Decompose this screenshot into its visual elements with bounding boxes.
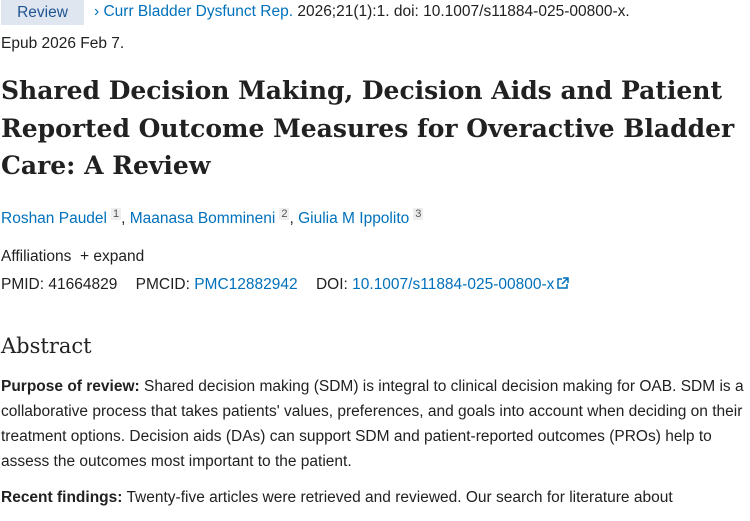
epub-date: Epub 2026 Feb 7. bbox=[1, 35, 125, 52]
author-link[interactable]: Giulia M Ippolito bbox=[298, 210, 410, 227]
abstract-heading: Abstract bbox=[1, 334, 92, 358]
affiliation-ref[interactable]: 2 bbox=[279, 208, 290, 220]
pmid-value: 41664829 bbox=[48, 276, 118, 293]
author-link[interactable]: Roshan Paudel bbox=[1, 210, 107, 227]
citation-details: 2026;21(1):1. doi: 10.1007/s11884-025-00… bbox=[297, 3, 630, 20]
doi-label: DOI: bbox=[315, 276, 348, 293]
abstract-findings: Recent findings: Twenty-five articles we… bbox=[1, 485, 746, 510]
citation: › Curr Bladder Dysfunct Rep. 2026;21(1):… bbox=[94, 3, 630, 21]
purpose-text: Shared decision making (SDM) is integral… bbox=[1, 378, 744, 470]
article-title: Shared Decision Making, Decision Aids an… bbox=[1, 76, 735, 180]
pmcid-link[interactable]: PMC12882942 bbox=[194, 276, 298, 293]
article-type-badge: Review bbox=[1, 0, 84, 25]
journal-name: Curr Bladder Dysfunct Rep. bbox=[103, 3, 294, 20]
affiliation-ref[interactable]: 3 bbox=[413, 208, 424, 220]
expand-affiliations-button[interactable]: + expand bbox=[80, 248, 145, 265]
pmcid-label: PMCID: bbox=[135, 276, 190, 293]
purpose-label: Purpose of review: bbox=[1, 378, 140, 395]
findings-text: Twenty-five articles were retrieved and … bbox=[122, 489, 673, 506]
chevron-right-icon: › bbox=[94, 3, 100, 20]
author-list: Roshan Paudel 1, Maanasa Bommineni 2, Giul… bbox=[1, 208, 424, 227]
doi-link[interactable]: 10.1007/s11884-025-00800-x bbox=[352, 276, 555, 293]
abstract-purpose: Purpose of review: Shared decision makin… bbox=[1, 374, 746, 474]
affiliations: Affiliations + expand bbox=[1, 248, 144, 266]
external-link-icon bbox=[557, 277, 570, 289]
abstract-body: Purpose of review: Shared decision makin… bbox=[1, 374, 746, 521]
identifiers: PMID: 41664829 PMCID: PMC12882942 DOI: 1… bbox=[1, 276, 570, 294]
journal-link[interactable]: › Curr Bladder Dysfunct Rep. bbox=[94, 3, 293, 20]
author-link[interactable]: Maanasa Bommineni bbox=[129, 210, 276, 227]
findings-label: Recent findings: bbox=[1, 489, 123, 506]
affiliation-ref[interactable]: 1 bbox=[111, 208, 122, 220]
affiliations-label: Affiliations bbox=[1, 248, 72, 265]
pmid-label: PMID: bbox=[1, 276, 45, 293]
